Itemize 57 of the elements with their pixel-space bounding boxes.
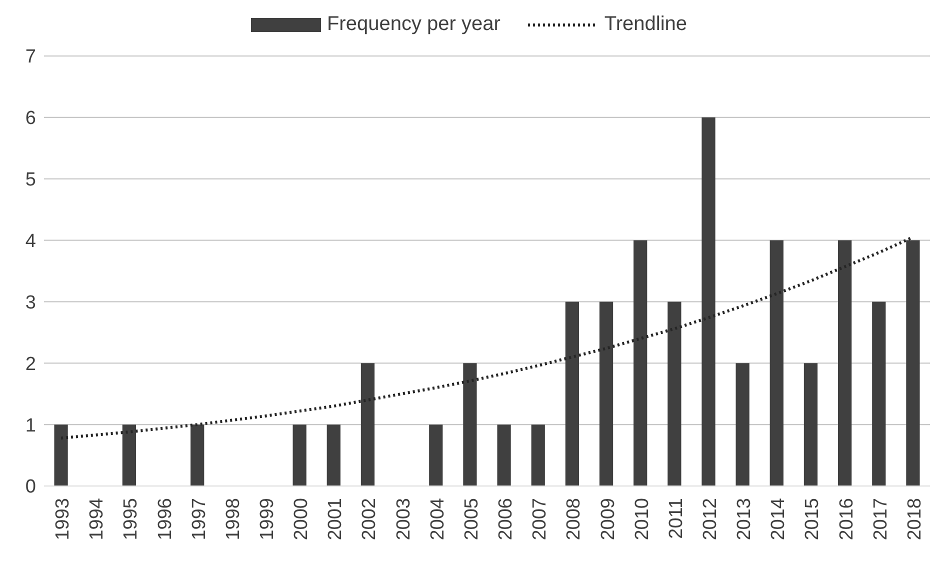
bar [429,424,443,486]
x-tick-label: 1995 [120,498,142,540]
legend-label: Frequency per year [326,13,500,36]
x-tick-label: 2011 [666,498,687,539]
bar [54,424,68,486]
y-tick-label: 4 [25,231,36,252]
bar [463,363,477,486]
x-tick-label: 2000 [291,498,312,540]
y-tick-label: 0 [25,476,36,498]
x-tick-label: 2012 [700,498,721,540]
y-tick-label: 1 [25,415,36,436]
x-tick-label: 2014 [768,498,790,540]
bar [702,117,716,486]
x-tick-label: 2005 [461,498,482,540]
x-tick-label: 2013 [734,498,756,540]
x-tick-label: 1996 [154,498,176,540]
bar [668,302,682,486]
bar [360,363,375,486]
x-tick-label: 2002 [359,498,380,540]
bar [497,424,511,486]
bar [872,302,886,486]
bar [906,240,920,486]
bar [531,424,545,486]
legend-label: Trendline [603,13,688,36]
y-tick-label: 2 [25,354,36,375]
x-tick-label: 2004 [427,498,448,540]
x-tick-label: 2009 [598,498,619,540]
x-tick-label: 1993 [52,498,74,540]
x-tick-label: 2010 [632,498,653,540]
x-tick-label: 2008 [564,498,585,540]
x-tick-label: 2015 [802,498,824,540]
x-tick-label: 1997 [188,498,210,540]
bar [804,363,818,486]
x-tick-label: 2006 [496,498,517,540]
bar [122,424,136,486]
bar [565,302,580,486]
x-tick-label: 2016 [836,498,858,540]
x-tick-label: 2001 [325,498,346,540]
x-tick-label: 1994 [86,498,108,540]
bar [736,363,750,486]
bar [292,424,306,486]
bar [634,240,648,486]
y-tick-label: 5 [25,170,36,191]
x-tick-label: 2017 [870,498,892,540]
x-tick-label: 2018 [904,498,926,540]
bar [770,240,784,486]
x-tick-label: 2003 [393,498,414,540]
bar [599,302,614,486]
x-tick-label: 2007 [530,498,551,540]
y-tick-label: 7 [25,46,36,68]
bar [190,424,204,486]
x-tick-label: 1999 [256,498,278,540]
y-tick-label: 3 [25,292,36,314]
x-tick-label: 1998 [222,498,244,540]
bar [326,424,340,486]
bar [838,240,852,486]
y-tick-label: 6 [25,108,36,130]
